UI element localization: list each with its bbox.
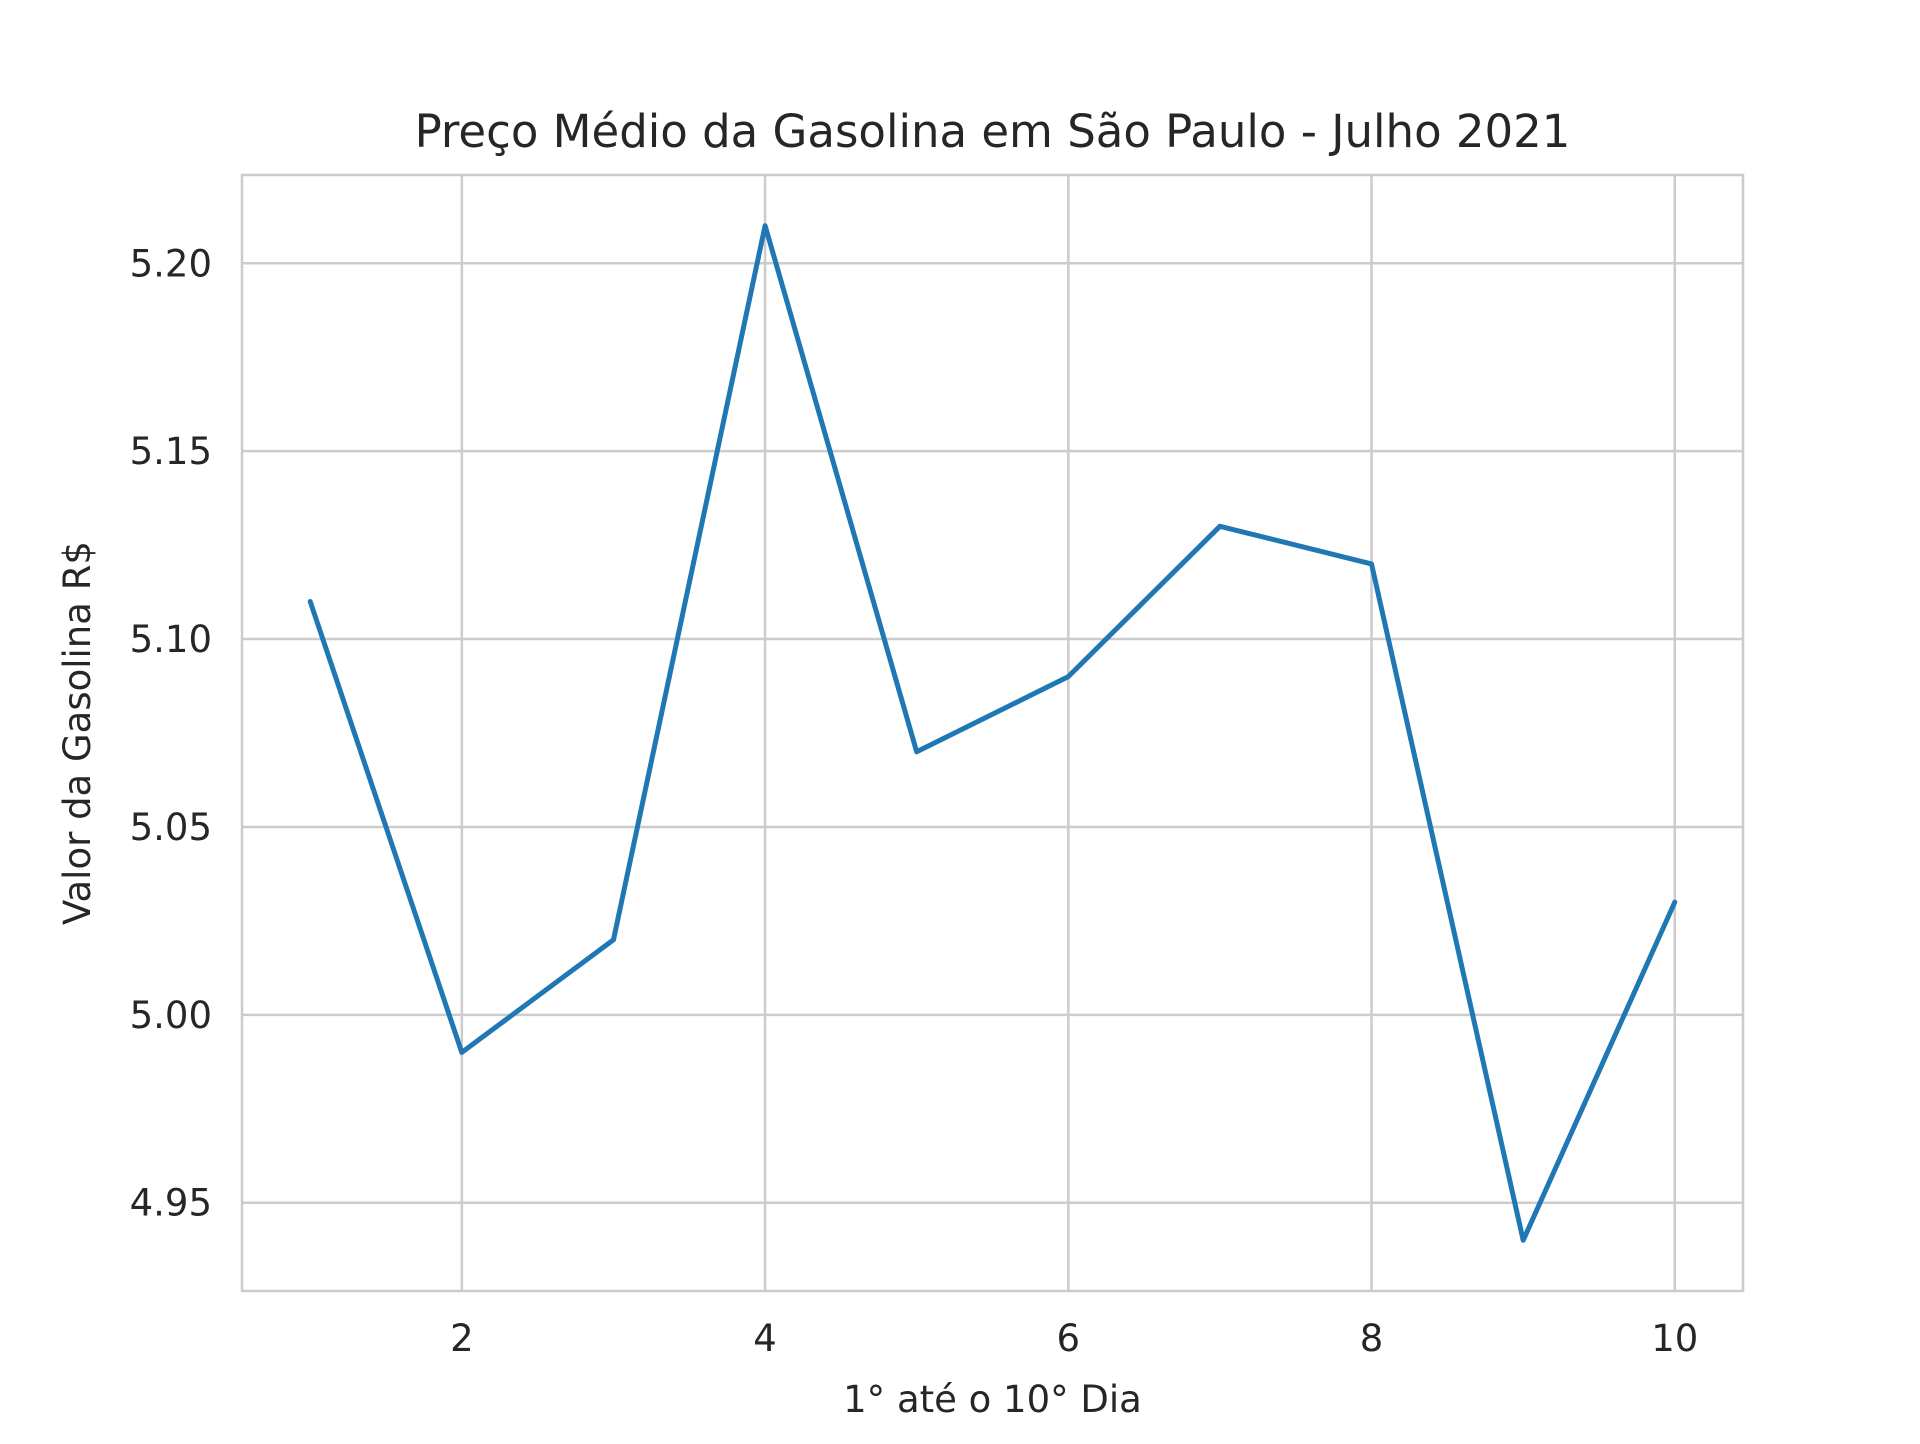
y-tick-label: 5.05 xyxy=(130,806,212,849)
x-tick-labels: 2 4 6 8 10 xyxy=(450,1317,1698,1360)
grid xyxy=(242,175,1743,1291)
chart-title: Preço Médio da Gasolina em São Paulo - J… xyxy=(415,105,1571,158)
y-tick-label: 5.15 xyxy=(130,430,212,473)
y-tick-label: 5.20 xyxy=(130,242,212,285)
series-line xyxy=(307,223,1678,1243)
x-axis-label: 1° até o 10° Dia xyxy=(843,1378,1142,1421)
y-tick-label: 5.00 xyxy=(130,994,212,1037)
y-tick-label: 4.95 xyxy=(130,1182,212,1225)
x-tick-label: 4 xyxy=(753,1317,777,1360)
x-tick-label: 8 xyxy=(1360,1317,1384,1360)
y-tick-labels: 4.95 5.00 5.05 5.10 5.15 5.20 xyxy=(130,242,212,1224)
x-tick-label: 2 xyxy=(450,1317,474,1360)
x-tick-label: 6 xyxy=(1057,1317,1081,1360)
plot-frame xyxy=(240,173,1745,1293)
x-tick-label: 10 xyxy=(1651,1317,1698,1360)
y-tick-label: 5.10 xyxy=(130,618,212,661)
series-layer xyxy=(307,223,1678,1243)
y-axis-label: Valor da Gasolina R$ xyxy=(56,541,99,925)
